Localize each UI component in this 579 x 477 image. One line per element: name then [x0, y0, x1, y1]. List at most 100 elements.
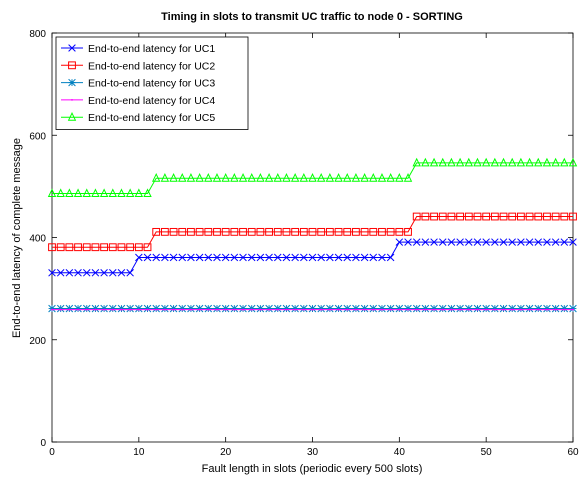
data-point: [352, 253, 360, 262]
data-point: [160, 173, 170, 182]
data-point: [195, 173, 204, 182]
data-point: [291, 227, 300, 236]
data-point: [502, 308, 505, 311]
data-point: [569, 304, 577, 313]
data-point: [360, 253, 369, 262]
data-point: [125, 188, 135, 198]
legend-item: End-to-end latency for UC4: [61, 95, 215, 107]
data-point: [143, 304, 152, 313]
x-tick-label: 50: [481, 447, 493, 458]
data-point: [230, 253, 239, 262]
y-tick-label: 800: [29, 29, 46, 40]
data-point: [117, 243, 126, 252]
data-point: [517, 212, 525, 221]
data-point: [516, 157, 526, 167]
y-tick-label: 600: [29, 131, 46, 142]
legend-item: End-to-end latency for UC1: [61, 43, 215, 55]
data-point: [265, 253, 273, 262]
legend-item: End-to-end latency for UC5: [61, 112, 215, 124]
data-point: [103, 308, 105, 311]
y-tick-label: 400: [29, 234, 46, 245]
data-point: [91, 188, 100, 198]
data-point: [429, 157, 439, 167]
data-point: [334, 304, 343, 313]
legend-item: End-to-end latency for UC2: [61, 60, 215, 72]
data-point: [134, 243, 143, 252]
data-point: [178, 253, 187, 262]
series-uc2: [48, 212, 577, 252]
data-point: [560, 304, 569, 313]
data-point: [360, 173, 369, 182]
chart-title: Timing in slots to transmit UC traffic t…: [161, 11, 463, 23]
legend-label: End-to-end latency for UC2: [88, 60, 215, 72]
data-point: [320, 308, 323, 311]
data-point: [450, 308, 453, 311]
data-point: [221, 227, 230, 236]
data-point: [111, 308, 114, 311]
data-point: [490, 212, 499, 221]
data-point: [421, 212, 430, 221]
data-point: [294, 308, 297, 311]
data-point: [198, 308, 201, 311]
data-point: [265, 304, 273, 313]
data-point: [247, 304, 256, 313]
data-point: [554, 308, 557, 311]
data-point: [316, 173, 326, 182]
data-point: [381, 308, 383, 311]
data-point: [412, 157, 421, 167]
data-point: [68, 308, 71, 311]
data-point: [230, 173, 239, 182]
data-point: [455, 157, 465, 167]
data-point: [499, 304, 508, 313]
data-point: [181, 308, 184, 311]
x-axis-label: Fault length in slots (periodic every 50…: [202, 463, 423, 475]
legend-item: End-to-end latency for UC3: [61, 78, 215, 90]
data-point: [264, 173, 274, 182]
data-point: [520, 308, 522, 311]
data-point: [204, 253, 213, 262]
data-point: [395, 227, 404, 236]
data-point: [239, 253, 247, 262]
data-point: [56, 188, 65, 198]
data-point: [369, 304, 378, 313]
data-point: [308, 253, 317, 262]
data-point: [482, 238, 490, 246]
data-point: [389, 308, 392, 311]
data-point: [195, 227, 204, 236]
data-point: [152, 173, 161, 182]
data-point: [265, 227, 273, 236]
data-point: [438, 212, 447, 221]
data-point: [238, 173, 248, 182]
data-point: [481, 157, 491, 167]
data-point: [129, 308, 132, 311]
data-point: [120, 308, 123, 311]
data-point: [568, 157, 578, 167]
legend-label: End-to-end latency for UC3: [88, 78, 215, 90]
data-point: [247, 173, 256, 182]
legend-marker: [68, 78, 76, 87]
data-point: [233, 308, 236, 311]
y-axis: 0 200 400 600 800: [29, 29, 573, 449]
data-point: [430, 212, 438, 221]
data-point: [438, 304, 447, 313]
data-point: [398, 308, 401, 311]
data-point: [386, 304, 395, 313]
data-point: [224, 308, 227, 311]
data-point: [82, 243, 91, 252]
data-point: [386, 227, 395, 236]
data-point: [334, 253, 343, 262]
data-point: [285, 308, 288, 311]
data-point: [412, 304, 421, 313]
data-point: [317, 227, 326, 236]
data-point: [152, 227, 161, 236]
data-point: [378, 253, 386, 262]
data-point: [438, 238, 447, 246]
data-point: [51, 308, 53, 311]
data-point: [572, 308, 574, 311]
data-point: [109, 269, 117, 277]
data-point: [300, 304, 308, 313]
data-point: [291, 304, 299, 313]
data-point: [109, 304, 117, 313]
data-point: [543, 304, 551, 313]
data-point: [108, 188, 117, 198]
